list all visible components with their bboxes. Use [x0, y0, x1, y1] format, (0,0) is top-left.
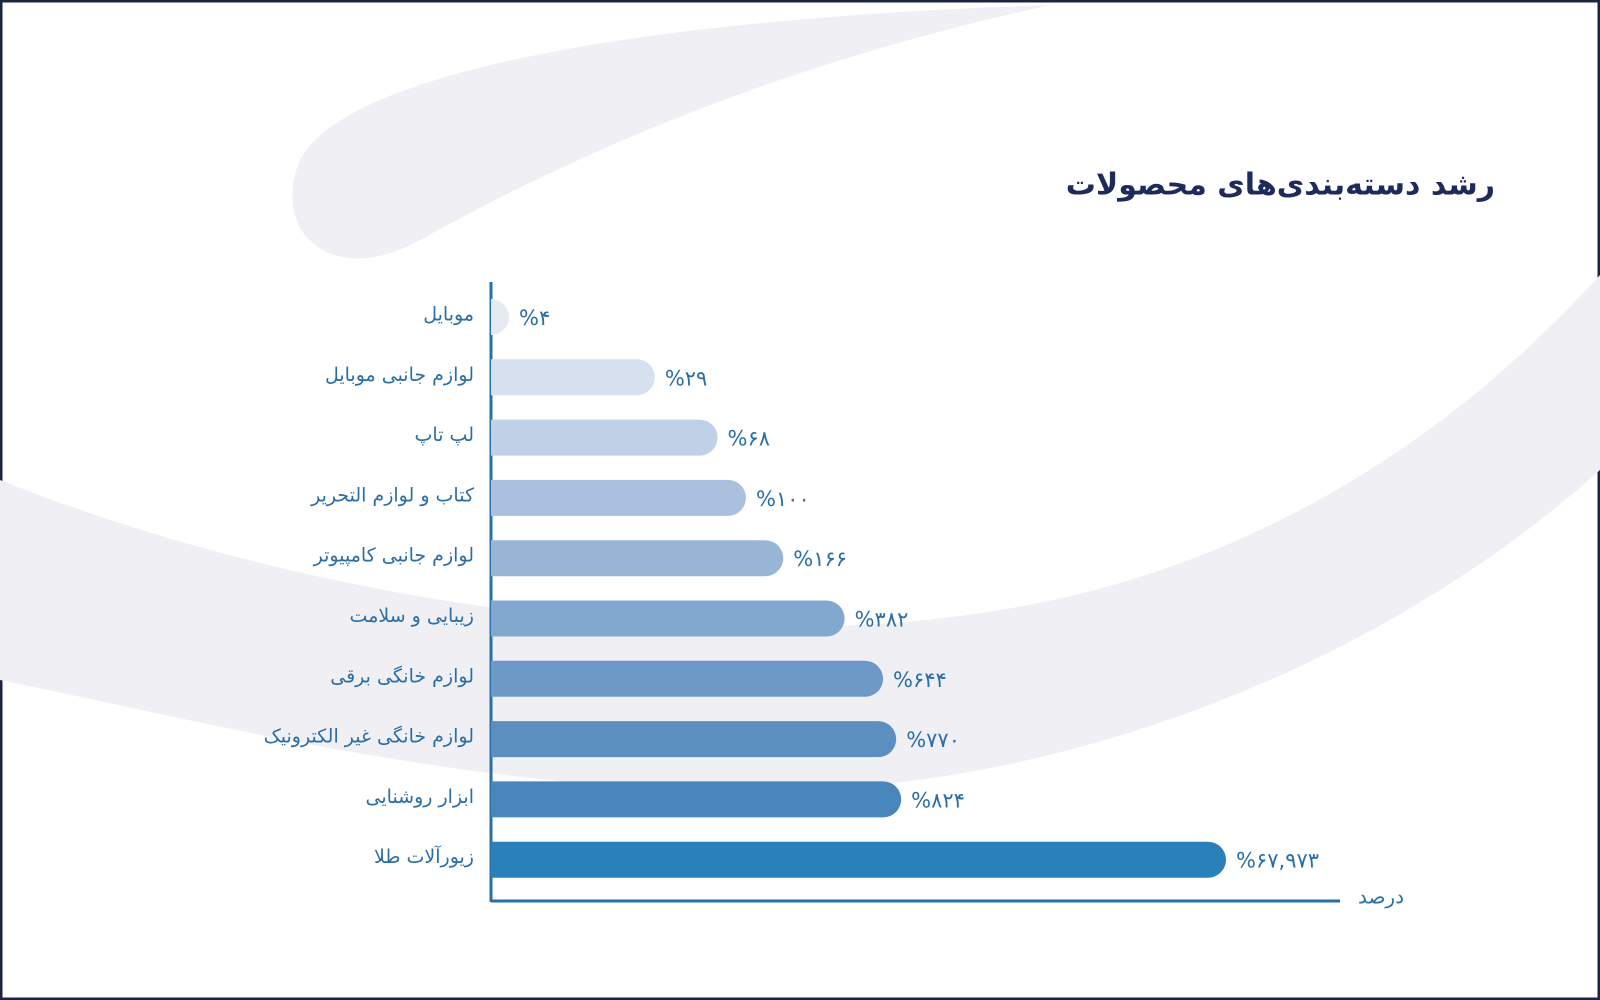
- x-axis-label: درصد: [1358, 885, 1404, 909]
- bar: [491, 479, 746, 516]
- category-label: زیورآلات طلا: [374, 844, 474, 868]
- value-label: %۱۰۰: [756, 487, 810, 511]
- bar: [491, 781, 902, 818]
- category-label: موبایل: [423, 304, 474, 326]
- value-label: %۱۶۶: [793, 547, 847, 571]
- bar: [491, 419, 718, 456]
- bar: [491, 721, 897, 758]
- chart-title: رشد دسته‌بندی‌های محصولات: [1066, 168, 1495, 203]
- category-label: لوازم خانگی غیر الکترونیک: [264, 725, 474, 748]
- value-label: %۶۴۴: [893, 668, 947, 692]
- category-label: زیبایی و سلامت: [350, 605, 474, 627]
- bar: [491, 299, 509, 335]
- value-label: %۴: [519, 306, 550, 330]
- category-label: لوازم خانگی برقی: [330, 664, 474, 687]
- bar: [491, 660, 884, 697]
- bar: [491, 540, 784, 577]
- category-label: لوازم جانبی موبایل: [325, 364, 474, 386]
- category-label: لوازم جانبی کامپیوتر: [313, 545, 474, 567]
- category-label: کتاب و لوازم التحریر: [310, 484, 475, 506]
- value-label: %۶۸: [728, 427, 771, 451]
- bar: [491, 359, 655, 396]
- decor-swoosh: [0, 275, 1600, 791]
- bar: [491, 600, 845, 637]
- bar: [491, 841, 1226, 878]
- value-label: %۳۸۲: [855, 608, 909, 632]
- category-label: ابزار روشنایی: [366, 786, 474, 808]
- value-label: %۸۲۴: [911, 788, 965, 812]
- value-label: %۷۷۰: [906, 728, 960, 752]
- value-label: %۲۹: [665, 366, 708, 390]
- value-label: %۶۷,۹۷۳: [1236, 849, 1319, 873]
- decor-swoosh: [292, 5, 1050, 259]
- category-label: لپ تاپ: [415, 424, 474, 446]
